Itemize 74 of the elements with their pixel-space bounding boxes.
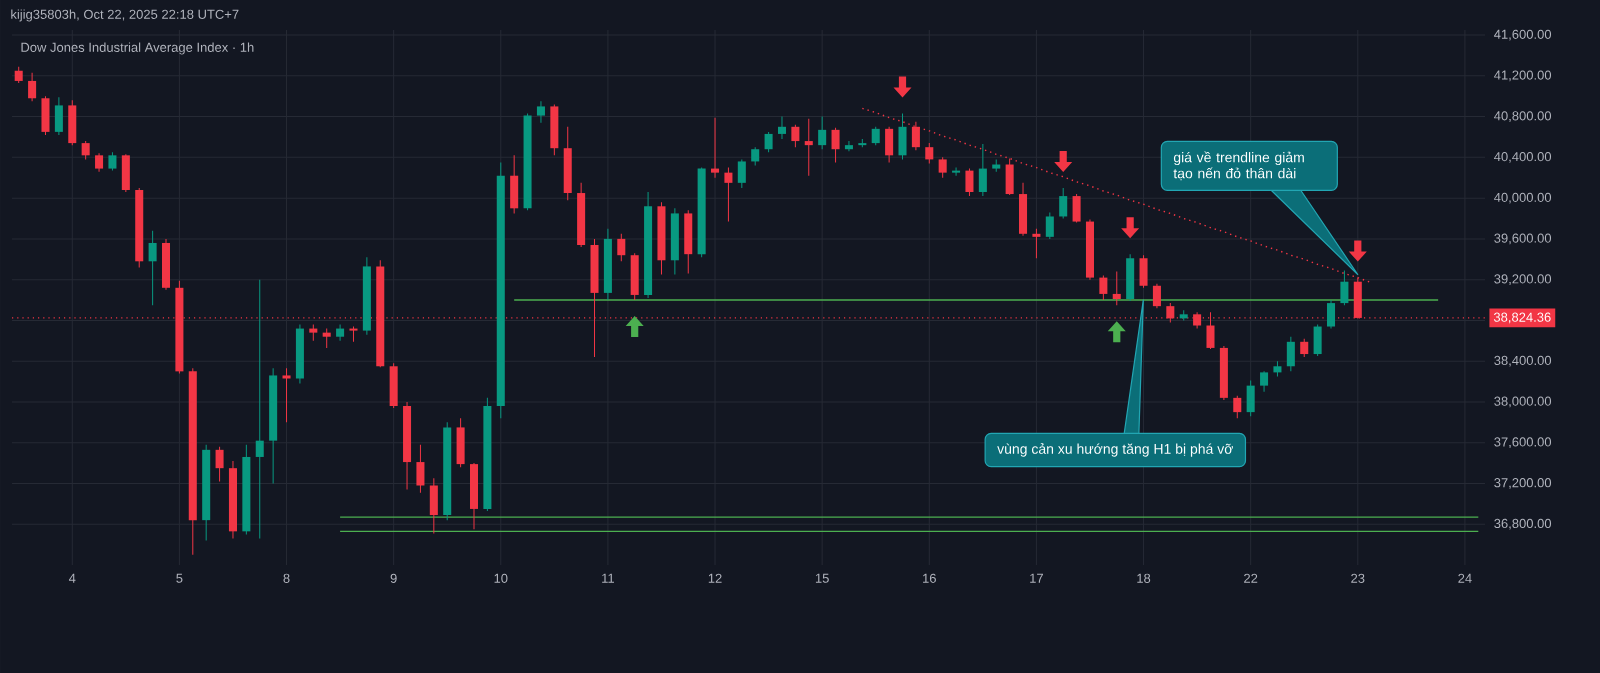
y-tick-label: 36,800.00: [1494, 518, 1552, 530]
candlestick: [818, 116, 827, 150]
candlestick: [724, 167, 733, 223]
candlestick: [215, 446, 224, 482]
x-tick-label: 11: [602, 573, 615, 583]
candlestick: [81, 140, 90, 160]
candlestick: [148, 230, 157, 306]
candlestick: [965, 168, 974, 197]
candlestick: [108, 151, 117, 172]
x-tick-label: 16: [923, 573, 936, 583]
y-tick-label: 41,600.00: [1494, 29, 1552, 41]
y-tick-label: 40,400.00: [1494, 152, 1552, 163]
candlestick: [1327, 299, 1336, 330]
x-tick-label: 4: [68, 573, 76, 583]
candlestick: [617, 233, 626, 262]
candlestick: [871, 126, 880, 146]
y-tick-label: 39,200.00: [1494, 274, 1552, 286]
candlestick: [737, 158, 746, 189]
candlestick: [791, 124, 800, 148]
candlestick: [1059, 187, 1068, 220]
candlestick: [322, 328, 331, 349]
ref-line-label: 38,824.36: [1493, 312, 1551, 324]
candlestick: [711, 117, 720, 179]
candlestick: [844, 140, 853, 152]
candlestick: [416, 444, 425, 494]
candlestick: [1045, 211, 1054, 240]
candlestick: [1032, 228, 1041, 259]
candlestick: [1260, 370, 1269, 393]
candlestick: [95, 152, 104, 173]
x-tick-label: 12: [708, 573, 722, 583]
y-tick-label: 40,800.00: [1494, 111, 1552, 122]
candlestick: [925, 142, 934, 164]
text: kijig35803h, Oct 22, 2025 22:18 UTC+7: [11, 9, 239, 22]
x-tick-label: 22: [1244, 573, 1258, 583]
candlestick: [777, 116, 787, 140]
candlestick: [764, 131, 773, 153]
x-tick-label: 15: [815, 573, 829, 583]
annotation: vùng cản xu hướng tăng H1 bị phá vỡ: [997, 443, 1233, 457]
line-series: [861, 107, 1372, 284]
x-tick-label: 8: [283, 573, 290, 583]
candlestick: [1099, 275, 1108, 301]
x-tick-label: 10: [494, 573, 508, 583]
candlestick: [952, 167, 961, 177]
candlestick: [1152, 283, 1161, 309]
candlestick: [336, 323, 345, 342]
candlestick: [1300, 338, 1309, 358]
candlestick: [978, 143, 987, 197]
candlestick: [1112, 271, 1121, 306]
y-tick-label: 39,600.00: [1494, 233, 1552, 245]
candlestick: [911, 121, 920, 151]
candlestick: [28, 72, 37, 102]
annotation: giá về trendline giảm tạo nến đỏ thân dài: [1173, 151, 1304, 181]
x-tick-label: 18: [1137, 573, 1151, 583]
candlestick: [831, 127, 840, 163]
candlestick: [255, 279, 264, 539]
y-tick-label: 38,000.00: [1494, 396, 1552, 408]
x-tick-label: 24: [1458, 573, 1472, 583]
candlestick: [282, 367, 291, 423]
candlestick: [1233, 395, 1242, 419]
y-tick-label: 40,000.00: [1494, 192, 1552, 204]
x-tick-label: 23: [1351, 573, 1365, 583]
text: Dow Jones Industrial Average Index · 1h: [21, 42, 254, 55]
candlestick: [804, 118, 813, 177]
y-tick-label: 37,200.00: [1494, 478, 1552, 489]
candlestick: [1340, 269, 1349, 306]
candlestick: [751, 146, 760, 167]
y-tick-label: 37,600.00: [1494, 437, 1552, 449]
y-tick-label: 41,200.00: [1494, 70, 1552, 82]
candlestick: [938, 156, 947, 179]
x-tick-label: 17: [1030, 573, 1043, 583]
y-tick-label: 38,400.00: [1494, 355, 1552, 367]
x-tick-label: 5: [176, 573, 183, 583]
candlestick: [536, 100, 545, 124]
x-tick-label: 9: [390, 573, 397, 583]
